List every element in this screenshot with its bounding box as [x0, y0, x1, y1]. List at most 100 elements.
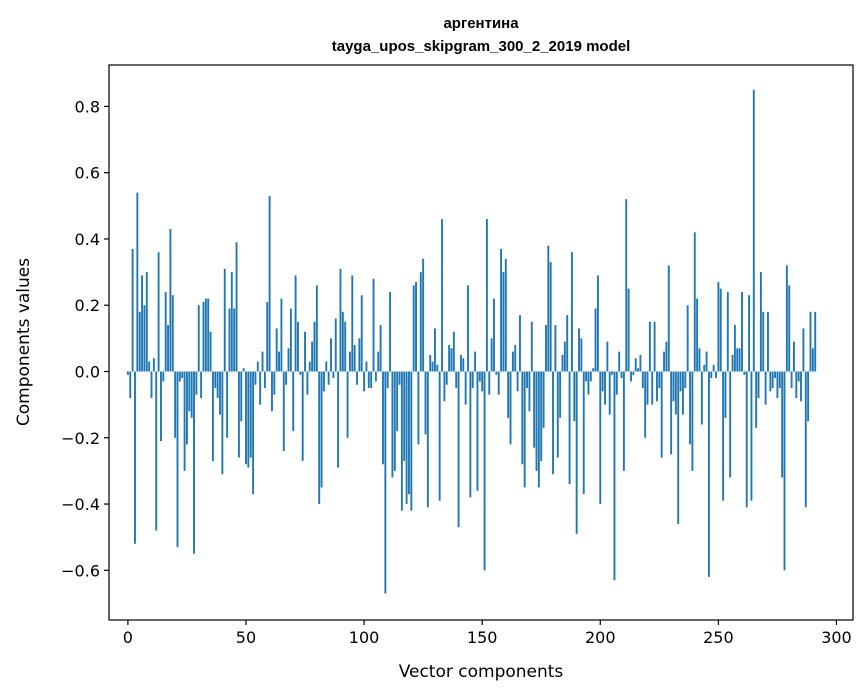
bar — [280, 298, 283, 372]
bar — [242, 368, 245, 372]
bar — [332, 371, 335, 379]
bar — [417, 371, 420, 445]
x-axis-label: Vector components — [399, 662, 564, 682]
bar — [476, 371, 479, 491]
bar — [226, 371, 229, 438]
bar — [434, 328, 436, 372]
x-axis-ticks: 0 50 100 150 200 250 300 — [123, 620, 852, 647]
bar — [771, 371, 774, 389]
bar — [481, 371, 484, 392]
bar — [568, 371, 571, 485]
bar — [450, 348, 453, 372]
bar — [552, 371, 554, 475]
bar — [365, 361, 368, 372]
bar — [594, 308, 597, 372]
bar — [762, 311, 765, 372]
bar — [431, 361, 434, 372]
bar — [648, 321, 651, 372]
bar — [703, 364, 706, 372]
bar — [587, 371, 590, 395]
bar — [408, 371, 410, 495]
bar — [195, 371, 198, 395]
bar — [502, 272, 505, 372]
bar — [545, 325, 547, 372]
bar — [292, 371, 295, 432]
bar — [240, 371, 243, 422]
bar — [521, 371, 524, 465]
bar — [514, 344, 517, 372]
bar — [327, 371, 330, 385]
bar — [150, 371, 153, 398]
bar — [382, 371, 384, 465]
bar — [188, 371, 191, 412]
bar — [705, 351, 708, 372]
bar — [358, 338, 361, 372]
bar — [755, 371, 758, 428]
bar — [497, 371, 500, 395]
bar — [677, 371, 680, 524]
bar — [448, 344, 451, 372]
bar — [660, 371, 663, 458]
bar — [540, 371, 543, 461]
bar — [488, 371, 491, 395]
bar — [457, 371, 460, 528]
bar — [698, 348, 701, 372]
bar — [604, 371, 606, 405]
bar — [178, 371, 181, 382]
bar — [268, 195, 271, 372]
bar — [396, 371, 399, 432]
bar — [566, 315, 569, 372]
bar — [169, 229, 172, 372]
bar — [691, 371, 694, 471]
bar — [707, 371, 710, 577]
bar — [738, 348, 741, 372]
bar — [230, 272, 233, 372]
bar — [811, 348, 814, 372]
y-tick-label: 0.2 — [75, 296, 100, 315]
bar — [613, 371, 616, 581]
bar — [415, 282, 417, 372]
bar — [530, 321, 533, 372]
bar — [152, 358, 155, 372]
bar — [247, 371, 250, 468]
bar — [403, 371, 406, 461]
bar — [211, 371, 214, 461]
y-tick-label: −0.4 — [61, 495, 100, 514]
bar — [592, 368, 595, 372]
bar — [306, 371, 309, 395]
bar — [186, 371, 188, 445]
bars-group — [126, 89, 817, 594]
bar — [204, 298, 207, 372]
bar — [632, 371, 635, 375]
bar — [601, 371, 604, 392]
bar — [809, 311, 812, 372]
bar — [282, 371, 285, 452]
bar — [398, 371, 401, 385]
bar — [278, 351, 280, 372]
bar — [741, 291, 743, 372]
bar — [802, 328, 805, 372]
bar — [155, 371, 158, 531]
bar — [209, 331, 212, 372]
bar — [788, 285, 791, 372]
bar — [287, 348, 290, 372]
bar — [193, 371, 195, 554]
bar — [693, 232, 696, 372]
bar — [570, 252, 573, 372]
bar — [729, 371, 732, 478]
x-tick-label: 150 — [467, 628, 498, 647]
bar — [356, 371, 358, 385]
bar — [764, 371, 767, 405]
bar — [164, 291, 167, 372]
bar — [341, 311, 344, 372]
bar — [807, 371, 810, 422]
bar — [223, 268, 226, 372]
bar — [523, 371, 526, 488]
bar — [297, 321, 299, 372]
bar — [689, 371, 691, 445]
bar — [611, 371, 614, 375]
bar — [644, 371, 647, 438]
bar — [528, 371, 531, 412]
bar — [684, 371, 687, 389]
